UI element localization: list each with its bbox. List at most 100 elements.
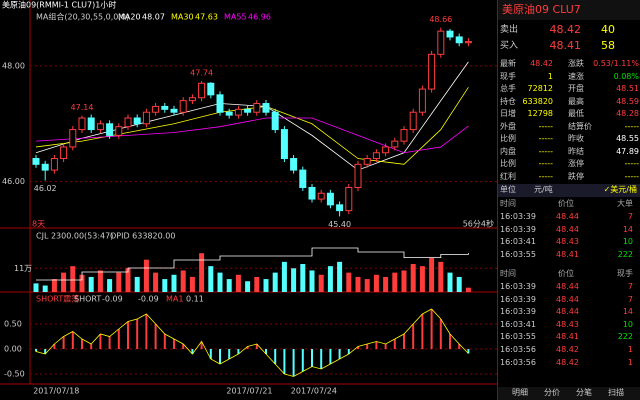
tick-row: 16:03:56 48.42 1 <box>498 357 640 369</box>
tick-volume: 10 <box>622 319 633 329</box>
tab[interactable]: 分笔 <box>576 388 592 397</box>
ma-value: 46.96 <box>248 13 271 22</box>
osc-bar <box>301 349 304 372</box>
candle-body <box>326 192 334 206</box>
volume-bar <box>355 276 361 292</box>
y-tick-label: 0.00 <box>4 345 22 354</box>
price-annotation: 48.66 <box>429 15 452 24</box>
quote-label: 现手 <box>500 71 516 81</box>
volume-bar <box>429 257 435 292</box>
candle-body <box>179 100 187 113</box>
osc-label: SHORT <box>74 295 101 304</box>
quote-value: 48.51 <box>616 84 639 93</box>
candle-body <box>446 30 454 38</box>
chart-title: 美原油09(RMMI-1 CLU7)1小时 <box>2 0 116 10</box>
candle-body <box>133 117 141 125</box>
unit-label: 元/吨 <box>534 185 553 194</box>
candle-body <box>87 117 95 131</box>
tick-time: 16:03:56 <box>500 357 536 367</box>
volume-bar <box>438 261 444 292</box>
quote-value: ----- <box>538 146 553 156</box>
quote-label: 外盘 <box>500 121 516 131</box>
quote-label: 日增 <box>500 109 516 118</box>
osc-bar <box>62 336 65 349</box>
quote-value: 1 <box>547 71 553 81</box>
candle-body <box>299 169 307 188</box>
order-label: 买入 <box>500 41 519 51</box>
tick-volume: 14 <box>622 307 633 317</box>
volume-bar <box>364 279 370 292</box>
quote-label: 红利 <box>500 171 516 181</box>
candle-body <box>400 129 408 142</box>
osc-bar <box>145 314 148 349</box>
osc-bar <box>209 349 212 359</box>
tab[interactable]: 扫描 <box>608 388 624 397</box>
quote-value: 0.08% <box>613 71 639 81</box>
volume-bar <box>318 274 324 292</box>
volume-bar <box>392 272 398 292</box>
quote-value: 47.89 <box>616 146 639 156</box>
table-header: 时间 价位 现手 <box>498 268 640 280</box>
opid-line <box>36 247 469 281</box>
candle-body <box>363 158 371 165</box>
quote-row: 内盘 ----- 昨结 47.89 <box>498 146 640 158</box>
osc-bar <box>81 339 83 349</box>
osc-bar <box>458 344 461 349</box>
candle-body <box>225 111 233 116</box>
tab[interactable]: 分价 <box>544 388 560 397</box>
osc-bar <box>467 349 470 354</box>
osc-bar <box>136 319 139 349</box>
tick-price: 48.44 <box>556 282 579 291</box>
osc-bar <box>255 344 258 349</box>
volume-bar <box>254 276 260 292</box>
quote-value: 633820 <box>522 96 553 106</box>
tick-volume: 1 <box>627 345 633 354</box>
osc-label: -0.09 <box>138 295 159 304</box>
candle-body <box>78 117 86 131</box>
osc-bar <box>108 336 111 349</box>
candle-body <box>428 53 436 90</box>
ma-value: 48.07 <box>142 13 165 22</box>
tick-volume: 7 <box>627 294 633 304</box>
volume-bar <box>162 279 168 292</box>
quote-row: 外盘 ----- 结算价 ----- <box>498 121 640 133</box>
quote-row: 现手 1 速涨 0.08% <box>498 71 640 83</box>
quote-value: 72812 <box>527 84 553 93</box>
osc-bar <box>173 339 175 349</box>
tab[interactable]: 明细 <box>512 388 528 397</box>
candle-body <box>216 94 224 113</box>
tick-volume: 1 <box>627 357 633 367</box>
candle-body <box>234 108 242 116</box>
candle-body <box>32 158 40 165</box>
quote-value: ----- <box>624 159 639 168</box>
quote-label: 最高 <box>568 96 584 106</box>
price-annotation: 47.74 <box>190 68 213 77</box>
tick-row: 16:03:41 48.43 10 <box>498 319 640 331</box>
candle-body <box>345 186 353 212</box>
quote-value: ----- <box>538 171 553 181</box>
volume-label: CJL 2300.00(53:47) <box>36 232 113 241</box>
tick-price: 48.43 <box>556 237 579 247</box>
volume-bar <box>383 276 389 292</box>
tick-price: 48.41 <box>556 332 579 342</box>
instrument-title: 美原油09 CLU7 <box>502 3 581 16</box>
y-tick-label: 46.00 <box>2 177 25 186</box>
osc-bar <box>338 349 341 359</box>
osc-bar <box>329 349 332 364</box>
volume-bar <box>419 266 425 292</box>
quote-panel: 美原油09 CLU7 卖出 48.42 40 买入 48.41 58 最新 48.42 涨跌 0.5… <box>497 0 640 400</box>
tick-time: 16:03:56 <box>500 345 536 354</box>
order-row: 卖出 48.42 40 <box>498 24 640 38</box>
quote-value: ----- <box>538 159 553 168</box>
right-note: 56分4秒 <box>463 219 494 229</box>
candle-body <box>262 103 270 113</box>
quote-label: 最低 <box>568 109 584 118</box>
quote-label: 跌停 <box>568 171 584 181</box>
osc-bar <box>274 349 277 364</box>
candle-body <box>161 105 169 110</box>
osc-bar <box>53 344 56 349</box>
candle-body <box>409 111 417 131</box>
osc-bar <box>200 341 203 349</box>
volume-bar <box>153 272 159 292</box>
